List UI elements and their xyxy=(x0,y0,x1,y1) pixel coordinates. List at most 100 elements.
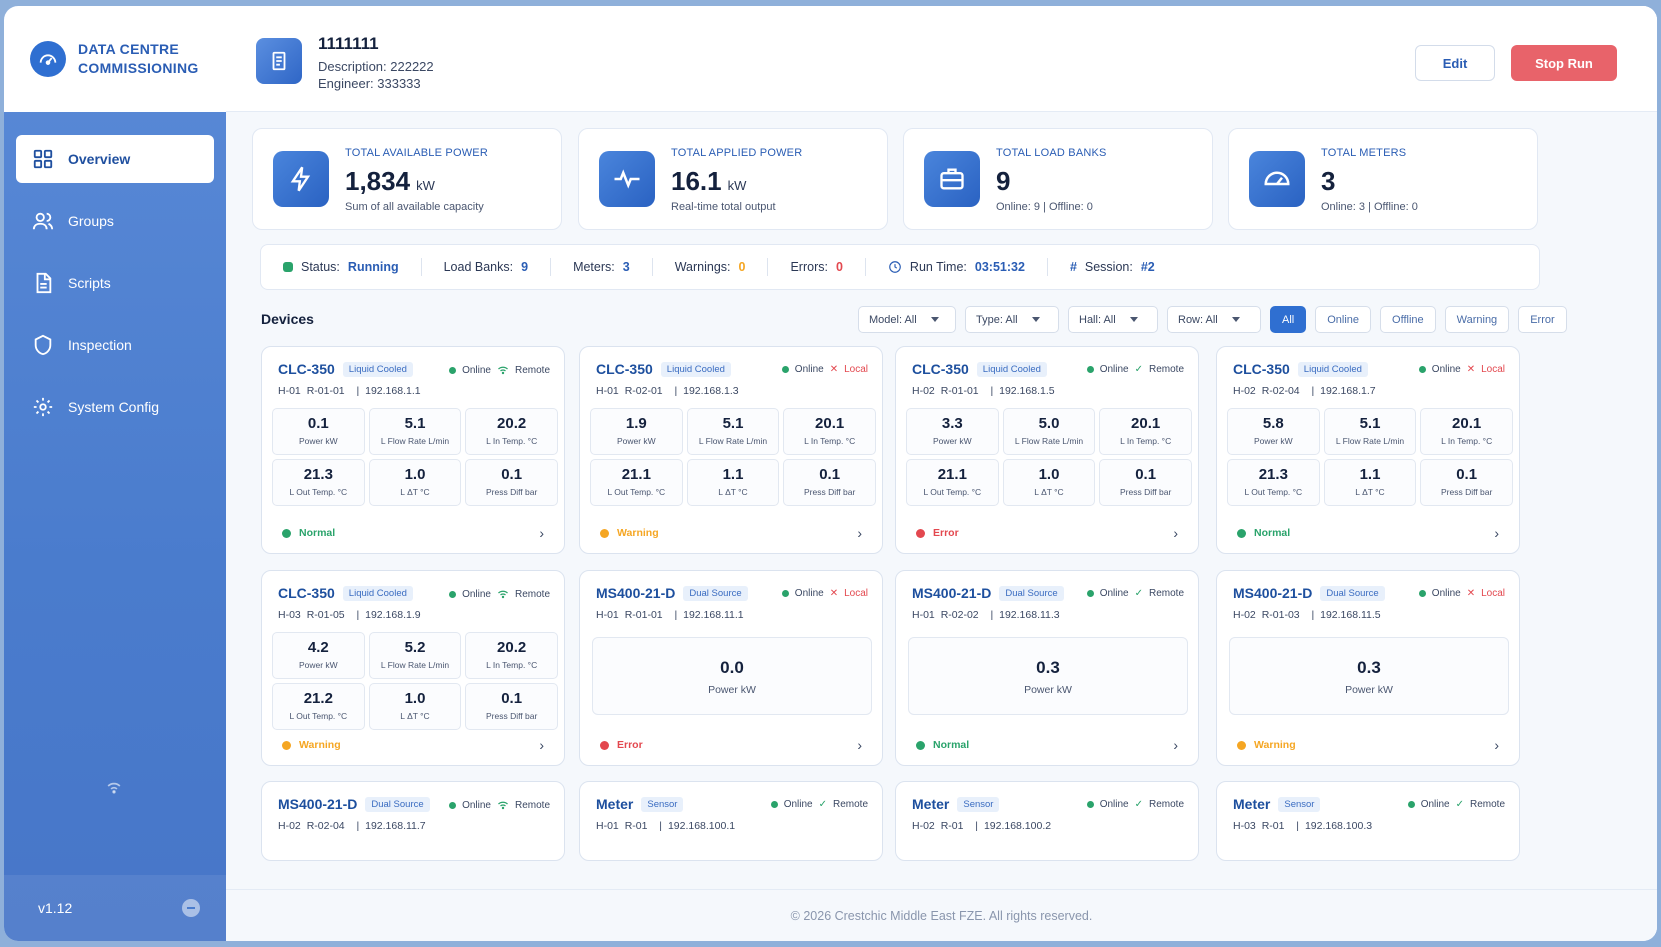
device-status: Online ✓ Remote xyxy=(1086,364,1184,375)
check-icon: ✓ xyxy=(1455,799,1464,810)
device-card[interactable]: CLC-350 Liquid Cooled Online ✕ Local H-01 R-0… xyxy=(579,346,883,554)
edit-button[interactable]: Edit xyxy=(1415,45,1495,81)
sidebar-item-inspection[interactable]: Inspection xyxy=(16,321,214,369)
state-label: Error xyxy=(933,527,959,539)
metric-value: 20.2 xyxy=(497,415,527,432)
chevron-right-icon[interactable]: › xyxy=(857,737,862,753)
project-id: 1111111 xyxy=(318,34,379,53)
sidebar-item-system-config[interactable]: System Config xyxy=(16,383,214,431)
metric-label: L ΔT °C xyxy=(1355,487,1385,497)
metrics-grid: 1.9 Power kW 5.1 L Flow Rate L/min 20.1 L In … xyxy=(590,408,876,506)
sidebar-item-scripts[interactable]: Scripts xyxy=(16,259,214,307)
sidebar-item-overview[interactable]: Overview xyxy=(16,135,214,183)
filter-model-select[interactable]: Model: All xyxy=(858,306,956,333)
chevron-down-icon xyxy=(930,317,939,322)
loadbanks-label: Load Banks: xyxy=(443,260,514,274)
rack-label: R-01-03 xyxy=(1261,609,1300,621)
kpi-value: 3 xyxy=(1321,166,1335,197)
device-card[interactable]: Meter Sensor Online ✓ Remote H-03 R-01 | 192.… xyxy=(1216,781,1520,861)
device-card[interactable]: CLC-350 Liquid Cooled Online ✕ Local H-02 R-0… xyxy=(1216,346,1520,554)
chevron-right-icon[interactable]: › xyxy=(857,525,862,541)
hall-label: H-03 xyxy=(278,609,301,621)
metric-value: 0.1 xyxy=(1456,466,1478,483)
device-card[interactable]: MS400-21-D Dual Source Online ✓ Remote H-01 R… xyxy=(895,570,1199,766)
metric-tile: 21.2 L Out Temp. °C xyxy=(272,683,365,730)
rack-label: R-01-01 xyxy=(306,385,345,397)
device-card[interactable]: Meter Sensor Online ✓ Remote H-01 R-01 | 192.… xyxy=(579,781,883,861)
device-model: CLC-350 xyxy=(278,585,335,601)
metric-label: L In Temp. °C xyxy=(1441,436,1493,446)
metric-tile: 1.0 L ΔT °C xyxy=(368,459,462,506)
metric-value: 21.1 xyxy=(937,466,967,483)
metric-label: L In Temp. °C xyxy=(486,436,538,446)
chevron-right-icon[interactable]: › xyxy=(1173,525,1178,541)
metric-label: L In Temp. °C xyxy=(804,436,856,446)
chip-online[interactable]: Online xyxy=(1315,306,1372,333)
select-value: Hall: All xyxy=(1079,313,1116,326)
device-card[interactable]: CLC-350 Liquid Cooled Online ✓ Remote H-02 R-… xyxy=(895,346,1199,554)
card-header: CLC-350 Liquid Cooled xyxy=(912,361,1047,377)
metric-value: 5.1 xyxy=(722,415,744,432)
hall-label: H-02 xyxy=(912,385,935,397)
device-card[interactable]: Meter Sensor Online ✓ Remote H-02 R-01 | 192.… xyxy=(895,781,1199,861)
device-card[interactable]: MS400-21-D Dual Source Online ✕ Local H-01 R-… xyxy=(579,570,883,766)
filter-hall-select[interactable]: Hall: All xyxy=(1068,306,1158,333)
device-card[interactable]: CLC-350 Liquid Cooled Online Remote H-03 R-0… xyxy=(261,570,565,766)
users-icon xyxy=(32,212,54,230)
hall-label: H-01 xyxy=(912,609,935,621)
sidebar-item-groups[interactable]: Groups xyxy=(16,197,214,245)
metric-tile: 20.1 L In Temp. °C xyxy=(1099,408,1192,455)
metric-value: 1.0 xyxy=(1038,466,1060,483)
errors-value: 0 xyxy=(835,260,843,274)
chevron-right-icon[interactable]: › xyxy=(1494,525,1499,541)
metric-value: 1.1 xyxy=(722,466,744,483)
device-card[interactable]: CLC-350 Liquid Cooled Online Remote H-01 R-0… xyxy=(261,346,565,554)
kpi-value: 16.1 kW xyxy=(671,166,746,197)
version-label: v1.12 xyxy=(38,900,73,916)
collapse-icon[interactable] xyxy=(182,899,200,917)
chip-offline[interactable]: Offline xyxy=(1380,306,1436,333)
session-label: Session: xyxy=(1084,260,1133,274)
status-running: Status: Running xyxy=(261,258,422,276)
online-label: Online xyxy=(462,588,491,600)
device-type-tag: Dual Source xyxy=(365,796,430,812)
online-label: Online xyxy=(1099,799,1129,810)
filter-row-select[interactable]: Row: All xyxy=(1167,306,1261,333)
device-card[interactable]: MS400-21-D Dual Source Online ✕ Local H-02 R-… xyxy=(1216,570,1520,766)
chevron-right-icon[interactable]: › xyxy=(1494,737,1499,753)
chip-error[interactable]: Error xyxy=(1518,306,1567,333)
chip-all[interactable]: All xyxy=(1270,306,1307,333)
online-label: Online xyxy=(794,588,824,599)
ip-label: 192.168.1.9 xyxy=(365,609,421,621)
device-card[interactable]: MS400-21-D Dual Source Online Remote H-02 R-… xyxy=(261,781,565,861)
metric-value: 0.1 xyxy=(1135,466,1157,483)
brand[interactable]: DATA CENTRE COMMISSIONING xyxy=(4,6,226,112)
control-mode-label: Remote xyxy=(514,364,550,376)
online-label: Online xyxy=(462,799,491,811)
metric-tile: 0.3 Power kW xyxy=(1229,637,1509,715)
chip-warning[interactable]: Warning xyxy=(1444,306,1510,333)
kpi-label: TOTAL LOAD BANKS xyxy=(996,147,1107,159)
chevron-right-icon[interactable]: › xyxy=(539,737,544,753)
chevron-right-icon[interactable]: › xyxy=(1173,737,1178,753)
kpi-value: 9 xyxy=(996,166,1010,197)
stop-run-button[interactable]: Stop Run xyxy=(1511,45,1617,81)
metric-label: L ΔT °C xyxy=(400,711,430,721)
state-label: Warning xyxy=(299,739,341,751)
filter-type-select[interactable]: Type: All xyxy=(965,306,1059,333)
metric-tile: 0.1 Press Diff bar xyxy=(465,683,558,730)
metric-tile: 5.8 Power kW xyxy=(1227,408,1320,455)
metrics-grid: 4.2 Power kW 5.2 L Flow Rate L/min 20.2 L In … xyxy=(272,632,558,730)
kpi-label: TOTAL METERS xyxy=(1321,147,1407,159)
close-icon: ✕ xyxy=(1466,588,1476,599)
device-type-tag: Liquid Cooled xyxy=(976,361,1047,377)
device-type-tag: Liquid Cooled xyxy=(1297,361,1368,377)
device-status: Online ✓ Remote xyxy=(1086,588,1184,599)
device-model: CLC-350 xyxy=(1233,361,1290,377)
metric-label: Power kW xyxy=(298,436,338,446)
online-dot-icon xyxy=(1418,590,1426,597)
online-dot-icon xyxy=(1418,366,1426,373)
state-dot-icon xyxy=(282,528,291,538)
chevron-right-icon[interactable]: › xyxy=(539,525,544,541)
project-description: Description: 222222 xyxy=(318,59,434,74)
